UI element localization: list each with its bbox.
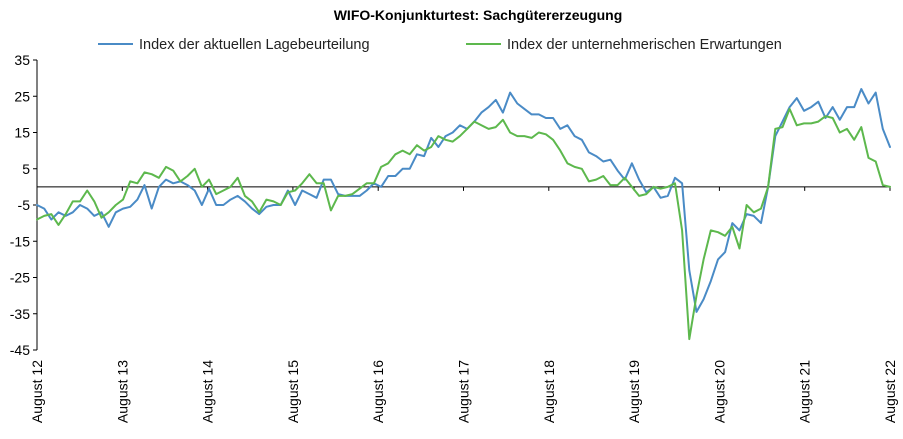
y-tick-label: -5 xyxy=(18,197,31,213)
y-tick-label: 25 xyxy=(14,88,30,104)
x-tick-label: August 12 xyxy=(29,360,45,423)
x-tick-label: August 16 xyxy=(370,360,386,423)
y-axis: 35 25 15 5 -5 -15 -25 -35 -45 xyxy=(10,52,38,358)
y-tick-label: 15 xyxy=(14,125,30,141)
x-axis: August 12 August 13 August 14 August 15 Augu… xyxy=(29,186,898,423)
legend: Index der aktuellen Lagebeurteilung Inde… xyxy=(98,37,782,53)
legend-label-lage: Index der aktuellen Lagebeurteilung xyxy=(139,37,370,53)
series-line-lage xyxy=(36,88,891,313)
x-tick-label: August 22 xyxy=(882,360,898,423)
x-tick-label: August 15 xyxy=(285,360,301,423)
x-tick-label: August 19 xyxy=(626,360,642,423)
x-tick-label: August 17 xyxy=(456,360,472,423)
y-tick-label: 35 xyxy=(14,52,30,68)
chart-title: WIFO-Konjunkturtest: Sachgütererzeugung xyxy=(334,7,623,23)
y-tick-label: -35 xyxy=(10,306,30,322)
y-tick-label: 5 xyxy=(22,161,30,177)
legend-label-erwartungen: Index der unternehmerischen Erwartungen xyxy=(507,37,782,53)
plot-area xyxy=(36,88,891,341)
x-tick-label: August 14 xyxy=(200,360,216,423)
x-tick-label: August 21 xyxy=(797,360,813,423)
y-tick-label: -15 xyxy=(10,233,30,249)
x-tick-label: August 13 xyxy=(114,360,130,423)
x-tick-label: August 18 xyxy=(541,360,557,423)
series-line-erwartungen xyxy=(36,107,891,341)
x-tick-label: August 20 xyxy=(711,360,727,423)
y-tick-label: -25 xyxy=(10,270,30,286)
y-tick-label: -45 xyxy=(10,342,30,358)
